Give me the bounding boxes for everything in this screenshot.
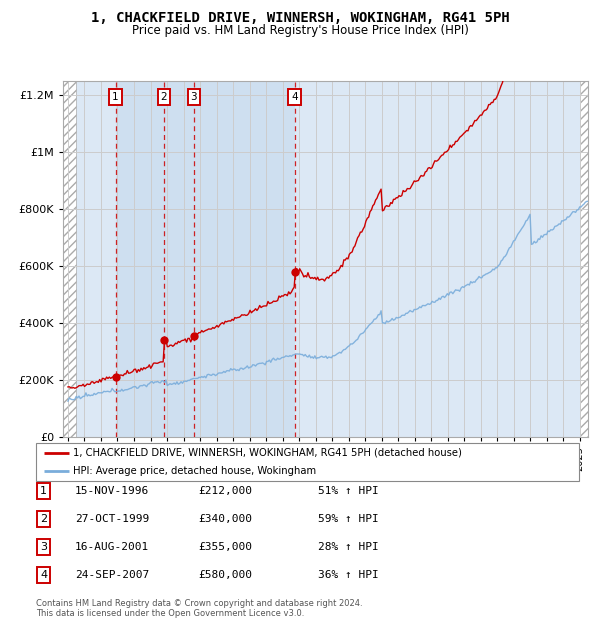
Text: 24-SEP-2007: 24-SEP-2007 xyxy=(75,570,149,580)
FancyBboxPatch shape xyxy=(37,539,50,555)
Bar xyxy=(63,81,76,437)
Text: Contains HM Land Registry data © Crown copyright and database right 2024.
This d: Contains HM Land Registry data © Crown c… xyxy=(36,599,362,618)
Text: 27-OCT-1999: 27-OCT-1999 xyxy=(75,514,149,524)
Text: HPI: Average price, detached house, Wokingham: HPI: Average price, detached house, Woki… xyxy=(73,466,316,476)
Text: 1, CHACKFIELD DRIVE, WINNERSH, WOKINGHAM, RG41 5PH: 1, CHACKFIELD DRIVE, WINNERSH, WOKINGHAM… xyxy=(91,11,509,25)
Text: £340,000: £340,000 xyxy=(198,514,252,524)
FancyBboxPatch shape xyxy=(37,483,50,499)
Text: 4: 4 xyxy=(292,92,298,102)
FancyBboxPatch shape xyxy=(37,567,50,583)
Text: 4: 4 xyxy=(40,570,47,580)
Bar xyxy=(580,81,588,437)
Text: 2: 2 xyxy=(40,514,47,524)
FancyBboxPatch shape xyxy=(36,443,579,480)
Text: £355,000: £355,000 xyxy=(198,542,252,552)
Text: 1: 1 xyxy=(112,92,119,102)
Text: 16-AUG-2001: 16-AUG-2001 xyxy=(75,542,149,552)
Text: 3: 3 xyxy=(40,542,47,552)
Text: Price paid vs. HM Land Registry's House Price Index (HPI): Price paid vs. HM Land Registry's House … xyxy=(131,24,469,37)
Text: 1: 1 xyxy=(40,486,47,496)
Text: 2: 2 xyxy=(161,92,167,102)
Text: 59% ↑ HPI: 59% ↑ HPI xyxy=(318,514,379,524)
Text: £212,000: £212,000 xyxy=(198,486,252,496)
Text: £580,000: £580,000 xyxy=(198,570,252,580)
Text: 3: 3 xyxy=(190,92,197,102)
Bar xyxy=(115,81,295,437)
Text: 28% ↑ HPI: 28% ↑ HPI xyxy=(318,542,379,552)
Text: 15-NOV-1996: 15-NOV-1996 xyxy=(75,486,149,496)
Text: 1, CHACKFIELD DRIVE, WINNERSH, WOKINGHAM, RG41 5PH (detached house): 1, CHACKFIELD DRIVE, WINNERSH, WOKINGHAM… xyxy=(73,448,462,458)
Text: 51% ↑ HPI: 51% ↑ HPI xyxy=(318,486,379,496)
Text: 36% ↑ HPI: 36% ↑ HPI xyxy=(318,570,379,580)
FancyBboxPatch shape xyxy=(37,511,50,527)
